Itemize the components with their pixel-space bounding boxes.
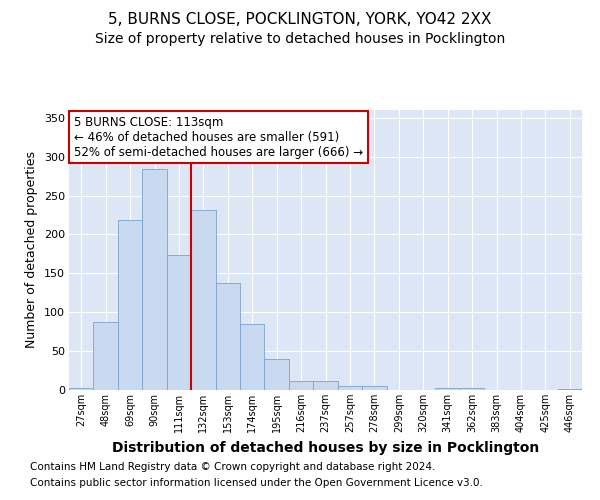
Bar bbox=[191, 210, 215, 390]
Bar bbox=[460, 388, 484, 390]
Bar bbox=[557, 389, 582, 390]
X-axis label: Distribution of detached houses by size in Pocklington: Distribution of detached houses by size … bbox=[112, 440, 539, 454]
Bar bbox=[215, 282, 240, 390]
Bar bbox=[167, 254, 191, 390]
Text: Contains HM Land Registry data © Crown copyright and database right 2024.: Contains HM Land Registry data © Crown c… bbox=[30, 462, 436, 472]
Bar bbox=[118, 220, 142, 390]
Bar bbox=[142, 169, 167, 390]
Bar bbox=[313, 380, 338, 390]
Y-axis label: Number of detached properties: Number of detached properties bbox=[25, 152, 38, 348]
Bar bbox=[94, 322, 118, 390]
Bar bbox=[240, 324, 265, 390]
Bar bbox=[362, 386, 386, 390]
Bar bbox=[436, 388, 460, 390]
Text: 5, BURNS CLOSE, POCKLINGTON, YORK, YO42 2XX: 5, BURNS CLOSE, POCKLINGTON, YORK, YO42 … bbox=[108, 12, 492, 28]
Text: Contains public sector information licensed under the Open Government Licence v3: Contains public sector information licen… bbox=[30, 478, 483, 488]
Text: Size of property relative to detached houses in Pocklington: Size of property relative to detached ho… bbox=[95, 32, 505, 46]
Bar bbox=[69, 388, 94, 390]
Text: 5 BURNS CLOSE: 113sqm
← 46% of detached houses are smaller (591)
52% of semi-det: 5 BURNS CLOSE: 113sqm ← 46% of detached … bbox=[74, 116, 363, 158]
Bar bbox=[338, 386, 362, 390]
Bar bbox=[265, 359, 289, 390]
Bar bbox=[289, 380, 313, 390]
